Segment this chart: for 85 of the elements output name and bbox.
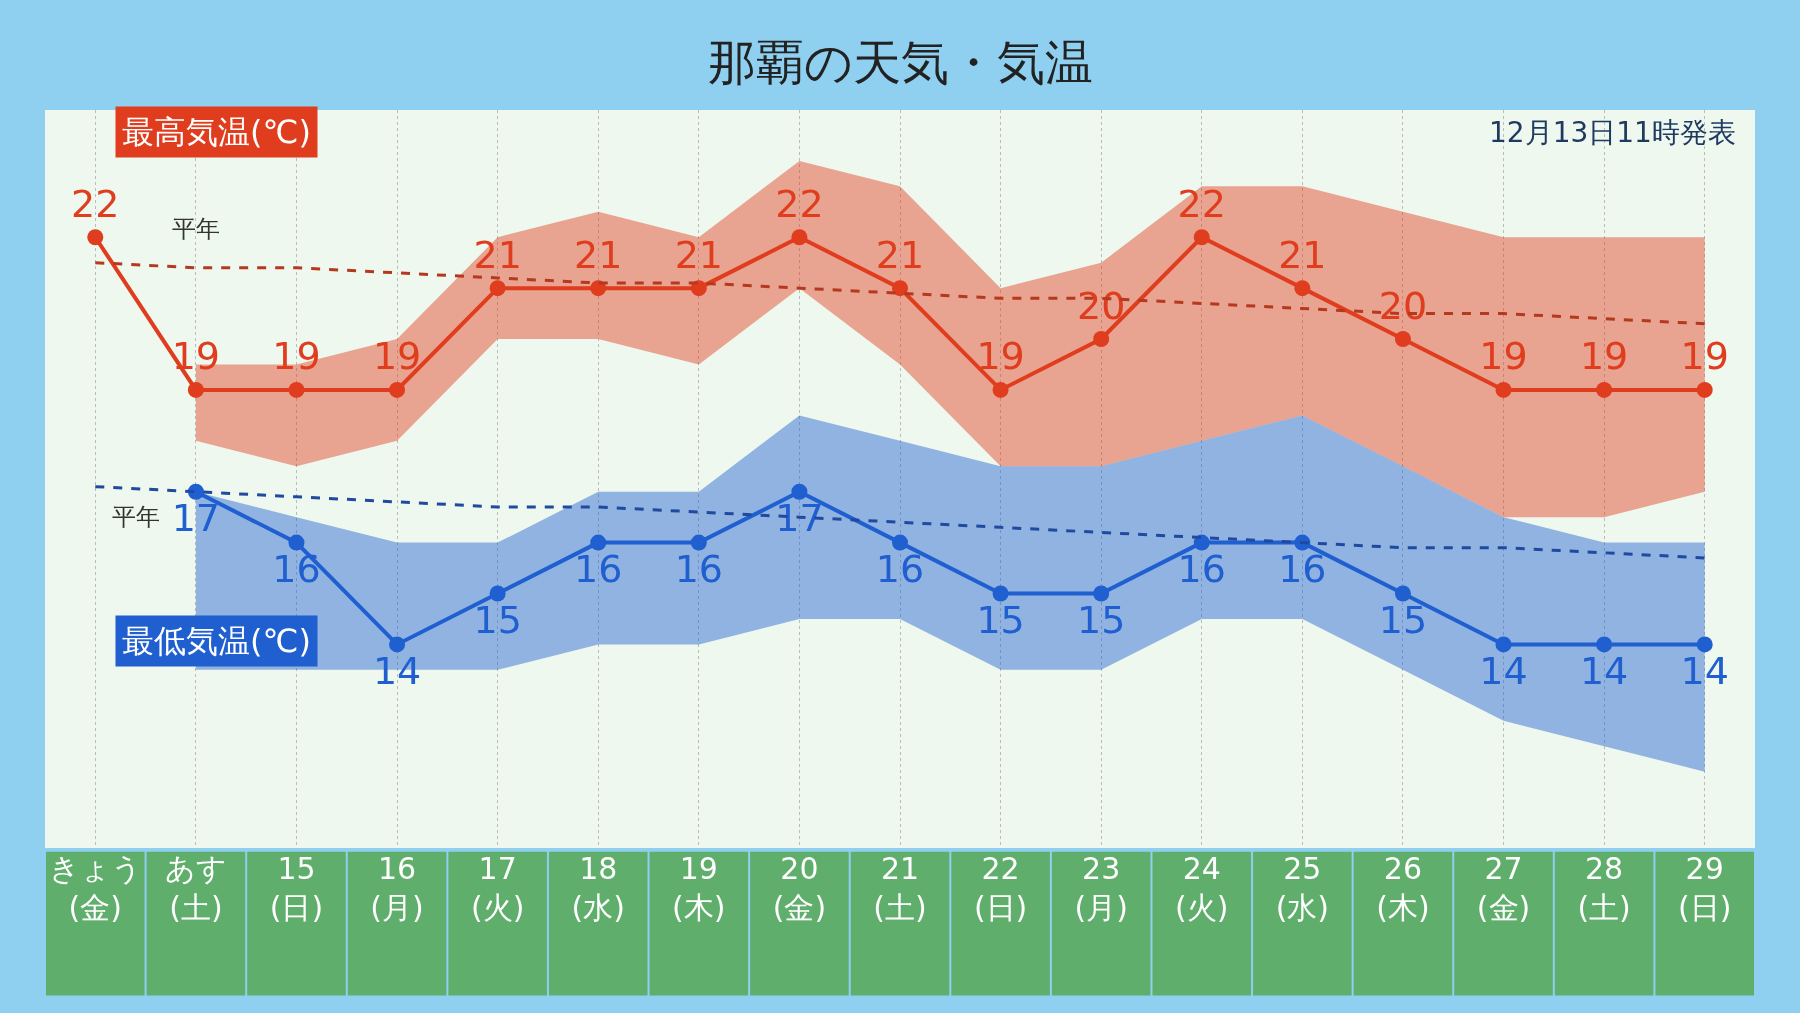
data-label: 22 [775,181,824,226]
data-label: 17 [775,496,824,541]
point [892,534,908,551]
point [1495,636,1512,653]
point [1093,331,1110,348]
point [1596,381,1613,398]
x-tick-label: きょう (金) [48,851,142,925]
point [1696,636,1713,653]
point [1696,381,1713,398]
chart-title: 那覇の天気・気温 [707,34,1093,91]
series-label: 平年 [172,215,220,243]
point [489,585,506,602]
series-label: 平年 [112,503,160,531]
x-tick-label: 27 (金) [1476,851,1531,925]
x-tick-label: 28 (土) [1577,851,1631,925]
point [791,229,808,246]
data-label: 22 [1177,181,1226,226]
point [87,229,104,246]
point [1394,585,1411,602]
x-tick-label: あす (土) [164,851,227,925]
data-label: 16 [272,547,321,592]
point [389,636,406,653]
data-label: 19 [272,334,321,379]
data-label: 19 [372,334,422,379]
data-label: 14 [1680,648,1729,693]
data-label: 15 [1077,598,1126,643]
x-tick-label: 29 (日) [1678,851,1732,925]
point [389,381,406,398]
data-label: 16 [574,547,623,592]
point [791,483,808,500]
data-label: 16 [1278,547,1327,592]
data-label: 21 [875,232,925,277]
point [1596,636,1613,653]
data-label: 19 [171,334,221,379]
point [690,280,707,297]
point [1394,331,1411,348]
point [1495,381,1512,398]
data-label: 21 [674,232,723,277]
data-label: 19 [1479,334,1528,379]
data-label: 19 [1579,334,1629,379]
point [1193,534,1210,551]
point [690,534,707,551]
series-label: 最低気温(℃) [122,622,311,660]
annotation: 12月13日11時発表 [1489,116,1736,149]
data-label: 21 [473,232,522,277]
x-tick-label: 22 (日) [973,851,1028,925]
x-tick-label: 24 (火) [1175,851,1229,925]
data-label: 21 [574,232,623,277]
data-label: 16 [1177,547,1226,592]
data-label: 22 [71,181,120,226]
x-tick-label: 25 (水) [1275,851,1330,925]
point [992,381,1009,398]
x-tick-label: 26 (木) [1376,851,1430,925]
data-label: 16 [875,547,925,592]
data-label: 14 [1579,648,1629,693]
x-tick-label: 18 (水) [571,851,625,925]
point [489,280,506,297]
data-label: 14 [372,648,422,693]
data-label: 15 [473,598,522,643]
data-label: 16 [674,547,723,592]
point [992,585,1009,602]
data-label: 21 [1278,232,1327,277]
x-tick-label: 17 (火) [470,851,525,925]
data-label: 20 [1077,283,1126,328]
point [590,280,607,297]
data-label: 19 [976,334,1025,379]
x-tick-label: 15 (日) [269,851,324,925]
x-tick-label: 21 (土) [873,851,927,925]
data-label: 14 [1479,648,1528,693]
point [1193,229,1210,246]
point [590,534,607,551]
point [187,381,204,398]
point [892,280,908,297]
data-label: 15 [1378,598,1428,643]
data-label: 20 [1378,283,1428,328]
x-tick-label: 23 (月) [1074,851,1128,925]
text: 最高気温(℃) [122,113,311,151]
data-label: 15 [976,598,1025,643]
x-tick-label: 16 (月) [370,851,424,925]
point [1294,280,1311,297]
x-tick-label: 19 (木) [672,851,726,925]
point [288,381,305,398]
point [1093,585,1110,602]
data-label: 19 [1680,334,1729,379]
x-tick-label: 20 (金) [772,851,827,925]
